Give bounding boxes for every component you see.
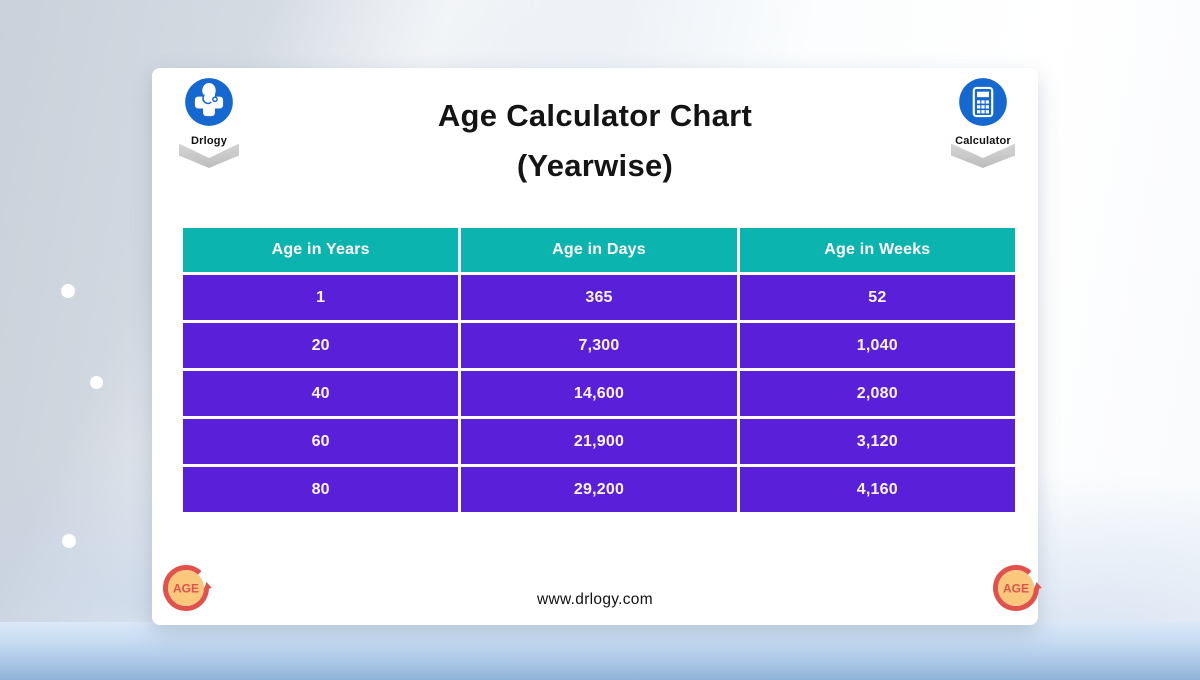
- table-cell: 52: [736, 272, 1019, 323]
- table-header-cell: Age in Days: [458, 225, 740, 275]
- table-header-cell: Age in Weeks: [736, 225, 1019, 275]
- table-cell: 20: [179, 320, 462, 371]
- age-table-body: 1 365 52 20 7,300 1,040 40 14,600 2,080 60 21,900 3…: [179, 272, 1019, 515]
- age-cycle-icon: AGE: [990, 562, 1042, 614]
- table-row: 80 29,200 4,160: [179, 464, 1019, 515]
- table-cell: 1: [179, 272, 462, 323]
- calculator-badge: Calculator: [948, 70, 1018, 168]
- calculator-icon: [957, 76, 1009, 133]
- drlogy-badge-label: Drlogy: [190, 135, 228, 147]
- table-cell: 80: [179, 464, 462, 515]
- table-cell: 1,040: [736, 320, 1019, 371]
- page-title: Age Calculator Chart: [437, 98, 753, 133]
- page-subtitle: (Yearwise): [516, 148, 674, 183]
- background-bottom-band: [0, 622, 1200, 680]
- table-cell: 21,900: [458, 416, 740, 467]
- website-url: www.drlogy.com: [537, 591, 653, 608]
- infographic-card: Drlogy Calculator Age Calculator: [152, 68, 1042, 625]
- table-cell: 4,160: [736, 464, 1019, 515]
- table-cell: 29,200: [458, 464, 740, 515]
- age-table-header: Age in Years Age in Days Age in Weeks: [179, 225, 1019, 275]
- background-dot: [61, 284, 75, 298]
- table-cell: 7,300: [458, 320, 740, 371]
- table-cell: 40: [179, 368, 462, 419]
- table-cell: 14,600: [458, 368, 740, 419]
- table-cell: 365: [458, 272, 740, 323]
- drlogy-badge: Drlogy: [176, 70, 242, 168]
- table-cell: 2,080: [736, 368, 1019, 419]
- drlogy-medical-icon: [183, 76, 235, 133]
- calculator-badge-label: Calculator: [955, 135, 1011, 147]
- table-row: 40 14,600 2,080: [179, 368, 1019, 419]
- table-cell: 3,120: [736, 416, 1019, 467]
- table-header-cell: Age in Years: [179, 225, 462, 275]
- table-cell: 60: [179, 416, 462, 467]
- svg-text:AGE: AGE: [1003, 582, 1029, 596]
- age-table: Age in Years Age in Days Age in Weeks 1 365…: [179, 225, 1019, 515]
- background-dot: [62, 534, 76, 548]
- svg-text:AGE: AGE: [173, 582, 199, 596]
- table-row: 20 7,300 1,040: [179, 320, 1019, 371]
- background-dot: [90, 376, 103, 389]
- table-row: 1 365 52: [179, 272, 1019, 323]
- age-cycle-icon: AGE: [160, 562, 212, 614]
- table-row: 60 21,900 3,120: [179, 416, 1019, 467]
